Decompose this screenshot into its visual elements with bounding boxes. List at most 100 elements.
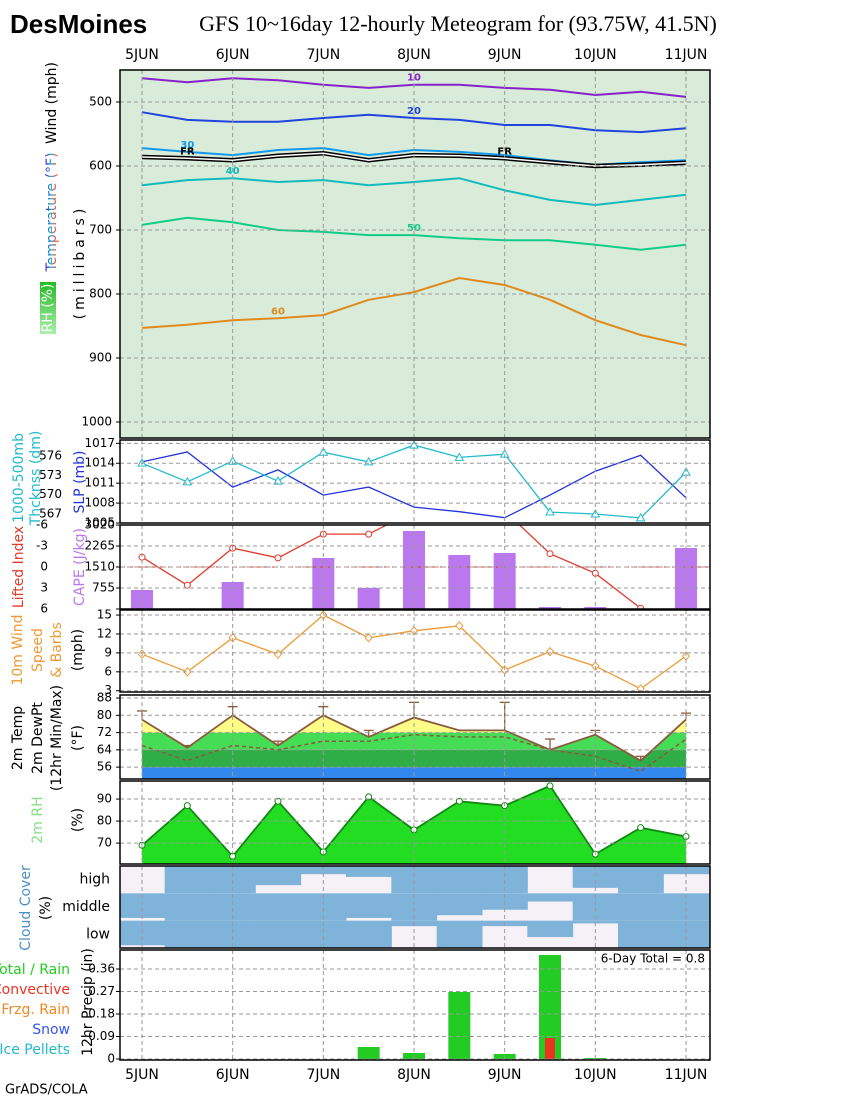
panel: [120, 525, 710, 609]
panel: [120, 695, 710, 779]
y-tick-label: 70: [97, 836, 112, 850]
time-label: 11JUN: [665, 47, 708, 63]
y-tick-label: 9: [104, 645, 112, 659]
station: DesMoines: [10, 9, 147, 39]
panel: [120, 610, 710, 692]
axis-label: Speed: [30, 628, 46, 672]
cloud-cover: [120, 893, 166, 918]
panel-frame: [119, 439, 711, 524]
bar: [448, 555, 471, 609]
axis-label: & Barbs: [49, 622, 65, 678]
y2-tick-label: 573: [39, 468, 62, 482]
panel-frame: [119, 524, 711, 610]
cloud-cover: [663, 866, 710, 875]
panel-bg: [120, 610, 710, 692]
credit: GrADS/COLA: [5, 1083, 88, 1098]
panel: [120, 866, 710, 948]
y-tick-label: 6: [104, 664, 112, 678]
y2-tick-label: 755: [92, 581, 115, 595]
panel: [120, 781, 710, 864]
cloud-cover: [164, 893, 211, 921]
y-tick-label: 15: [97, 608, 112, 622]
contour-label: 30: [180, 140, 194, 151]
y-tick-label: 900: [89, 351, 112, 365]
legend-entry: Convective: [0, 982, 70, 998]
time-label: 5JUN: [125, 47, 159, 63]
y-tick-label: 700: [89, 223, 112, 237]
panel: [120, 950, 710, 1060]
bar: [544, 1038, 555, 1059]
cloud-cover: [617, 920, 664, 948]
cloud-cover: [617, 866, 664, 894]
contour-label: 50: [407, 223, 421, 234]
marker: [364, 632, 373, 643]
bar: [538, 606, 561, 609]
axis-label: CAPE (J/kg): [72, 528, 88, 606]
axis-label: Thcknss (dm): [28, 431, 44, 527]
y2-tick-label: 2265: [84, 539, 115, 553]
contour-label: 60: [271, 306, 285, 317]
axis-label: Wind (mph): [44, 62, 60, 144]
marker: [637, 824, 645, 832]
legend-entry: Ice Pellets: [0, 1042, 70, 1058]
marker: [545, 646, 555, 657]
cloud-cover: [436, 920, 483, 948]
y-tick-label: 600: [89, 159, 112, 173]
panel-frame: [119, 949, 711, 1061]
y-tick-label: 64: [97, 742, 112, 756]
y-tick-label: 80: [97, 814, 112, 828]
y-tick-label: 3: [104, 683, 112, 697]
time-label: 5JUN: [125, 1067, 159, 1083]
marker: [183, 581, 191, 589]
title: GFS 10~16day 12-hourly Meteogram for (93…: [199, 11, 717, 36]
y-tick-label: 0.18: [88, 1007, 115, 1021]
contour-label: FR: [497, 146, 512, 157]
cloud-cover: [663, 920, 710, 948]
axis-label: (mph): [70, 629, 86, 671]
y-tick-label: 72: [97, 725, 112, 739]
legend-entry: Total / Rain: [0, 962, 70, 978]
y-tick-label: -6: [36, 518, 48, 532]
axis-label: RH (%): [40, 284, 56, 333]
axis-label: (%): [38, 896, 54, 920]
axis-label: (12hr Min/Max): [49, 685, 65, 791]
axis-label: Cloud Cover: [18, 865, 34, 951]
cloud-cover: [345, 893, 392, 918]
cloud-cover: [527, 920, 574, 938]
y-tick-label: 0: [40, 560, 48, 574]
bar: [674, 548, 697, 609]
temp-band: [142, 767, 686, 779]
marker: [545, 507, 555, 516]
marker: [274, 554, 282, 562]
cloud-cover: [617, 893, 664, 921]
time-label: 6JUN: [216, 1067, 250, 1083]
y-tick-label: 1008: [84, 496, 115, 510]
cloud-level: middle: [62, 899, 110, 915]
y-tick-label: 80: [97, 708, 112, 722]
y-tick-label: 0.27: [88, 984, 115, 998]
time-label: 8JUN: [397, 47, 431, 63]
axis-label: 2m DewPt: [30, 702, 46, 774]
time-label: 9JUN: [488, 47, 522, 63]
axis-label: (°F): [70, 725, 86, 751]
y-tick-label: 800: [89, 287, 112, 301]
marker: [273, 476, 283, 485]
panel-bg: [120, 440, 710, 523]
cloud-cover: [436, 866, 483, 894]
y-tick-label: 1017: [84, 436, 115, 450]
y-tick-label: 0.36: [88, 962, 115, 976]
panel-frame: [119, 69, 711, 439]
marker: [183, 667, 192, 677]
cloud-cover: [255, 866, 302, 886]
axis-label: Temperature (°F): [44, 152, 60, 272]
rh-swatch: [40, 282, 56, 334]
axis-label: 1000-500mb: [11, 433, 27, 523]
time-label: 11JUN: [665, 1067, 708, 1083]
panel-frame: [119, 865, 711, 949]
y2-tick-label: 1510: [84, 560, 115, 574]
marker: [636, 684, 645, 692]
marker: [274, 797, 282, 805]
contour-label: 20: [407, 106, 421, 117]
y2-tick-label: 576: [39, 449, 62, 463]
